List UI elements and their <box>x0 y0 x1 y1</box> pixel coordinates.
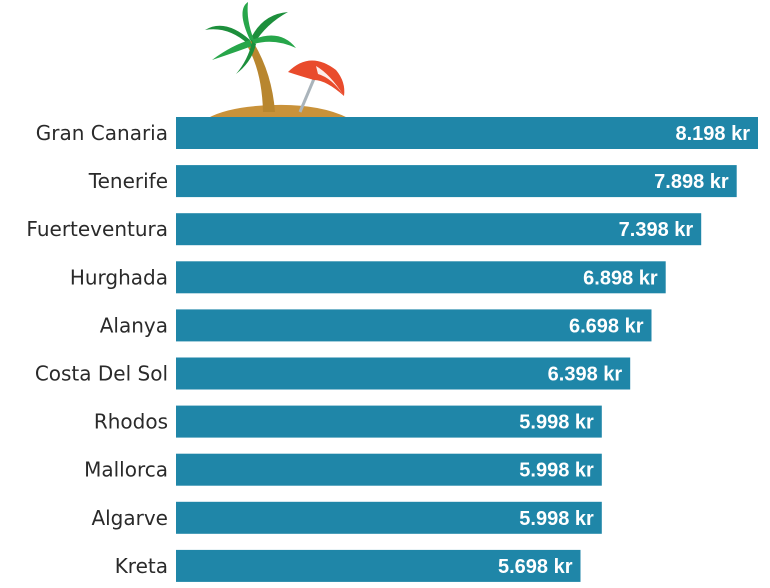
value-label: 7.398 kr <box>619 219 694 241</box>
bar-rhodos <box>176 405 602 438</box>
category-label: Tenerife <box>88 169 168 193</box>
value-label: 5.698 kr <box>498 556 573 578</box>
category-label: Rhodos <box>94 410 168 434</box>
value-label: 7.898 kr <box>654 171 729 193</box>
category-label: Fuerteventura <box>26 217 168 241</box>
value-label: 8.198 kr <box>675 123 750 145</box>
category-label: Algarve <box>91 506 168 530</box>
value-label: 6.898 kr <box>583 267 658 289</box>
bar-fuerteventura <box>176 213 702 246</box>
bar-mallorca <box>176 453 602 486</box>
bar-algarve <box>176 501 602 534</box>
value-label: 5.998 kr <box>519 412 594 434</box>
category-label: Costa Del Sol <box>35 362 168 386</box>
category-label: Hurghada <box>70 265 168 289</box>
bar-tenerife <box>176 165 737 198</box>
category-label: Alanya <box>100 313 168 337</box>
bar-costa-del-sol <box>176 357 631 390</box>
value-label: 6.698 kr <box>569 315 644 337</box>
bar-gran-canaria <box>176 117 758 149</box>
value-label: 6.398 kr <box>548 364 623 386</box>
category-label: Kreta <box>115 554 168 578</box>
bar-alanya <box>176 309 652 342</box>
beach-palm-umbrella-icon <box>205 2 348 118</box>
bar-hurghada <box>176 261 666 294</box>
category-label: Gran Canaria <box>36 121 168 145</box>
bar-kreta <box>176 549 581 582</box>
value-label: 5.998 kr <box>519 508 594 530</box>
value-label: 5.998 kr <box>519 460 594 482</box>
category-label: Mallorca <box>84 458 168 482</box>
